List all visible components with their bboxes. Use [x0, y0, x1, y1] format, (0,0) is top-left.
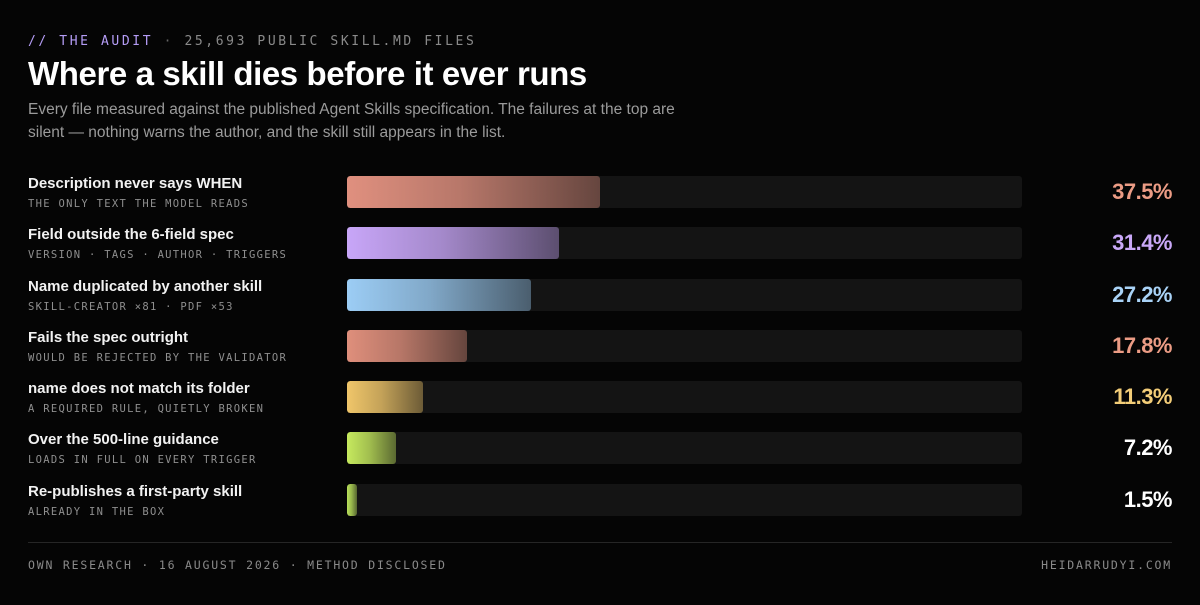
footer-divider: [28, 542, 1172, 543]
bar: [347, 381, 424, 414]
bar-category-label: name does not match its folder: [28, 380, 250, 398]
kicker-section: // THE AUDIT: [28, 34, 154, 49]
bar-sublabel: ALREADY IN THE BOX: [28, 505, 166, 518]
bar-track: [347, 176, 1022, 208]
footer-site: HEIDARRUDYI.COM: [1041, 558, 1172, 572]
bar-track: [347, 278, 1022, 311]
bar-track: [347, 483, 1022, 516]
bar-sublabel: THE ONLY TEXT THE MODEL READS: [28, 198, 250, 210]
bar-sublabel: WOULD BE REJECTED BY THE VALIDATOR: [28, 351, 288, 364]
bar-category-label: Name duplicated by another skill: [28, 277, 263, 295]
bar-value-label: 11.3%: [1113, 384, 1172, 410]
bar-sublabel: VERSION · TAGS · AUTHOR · TRIGGERS: [28, 249, 288, 262]
bar-row: Name duplicated by another skill SKILL-CR…: [28, 276, 1172, 327]
footer-credit: OWN RESEARCH · 16 AUGUST 2026 · METHOD D…: [28, 558, 447, 572]
bar-value-label: 31.4%: [1112, 230, 1172, 256]
bar: [347, 227, 559, 260]
bar-track: [347, 227, 1022, 260]
kicker-file-count: 25,693 PUBLIC SKILL.MD FILES: [184, 34, 477, 49]
bar: [347, 278, 531, 311]
bar: [347, 432, 396, 465]
bar-row: name does not match its folder A REQUIRED…: [28, 378, 1172, 429]
bar: [347, 176, 601, 208]
bar-value-label: 7.2%: [1123, 435, 1173, 461]
bar-sublabel: A REQUIRED RULE, QUIETLY BROKEN: [28, 403, 265, 416]
bar-row: Field outside the 6-field spec VERSION · …: [28, 224, 1172, 275]
bar-track: [347, 329, 1022, 362]
bar-row: Over the 500-line guidance LOADS IN FULL …: [28, 429, 1173, 480]
bar-value-label: 17.8%: [1112, 332, 1172, 358]
chart-title: Where a skill dies before it ever runs: [28, 55, 587, 92]
bar-sublabel: SKILL-CREATOR ×81 · PDF ×53: [28, 300, 234, 313]
bar-category-label: Description never says WHEN: [28, 175, 243, 192]
bar-chart: Description never says WHEN THE ONLY TEXT…: [28, 173, 1173, 532]
bar: [347, 483, 358, 516]
chart-subtitle: Every file measured against the publishe…: [28, 101, 675, 141]
bar: [347, 329, 468, 362]
kicker: // THE AUDIT · 25,693 PUBLIC SKILL.MD FI…: [28, 34, 476, 49]
bar-value-label: 27.2%: [1112, 281, 1172, 307]
bar-value-label: 1.5%: [1123, 486, 1173, 512]
bar-row: Description never says WHEN THE ONLY TEXT…: [28, 173, 1172, 224]
bar-row: Fails the spec outright WOULD BE REJECTED…: [28, 327, 1172, 378]
bar-sublabel: LOADS IN FULL ON EVERY TRIGGER: [28, 454, 257, 467]
bar-category-label: Field outside the 6-field spec: [28, 226, 234, 244]
bar-value-label: 37.5%: [1112, 179, 1172, 204]
bar-track: [347, 381, 1022, 414]
bar-category-label: Over the 500-line guidance: [28, 431, 219, 449]
bar-category-label: Fails the spec outright: [28, 328, 189, 346]
kicker-separator: ·: [163, 34, 174, 49]
bar-category-label: Re-publishes a first-party skill: [28, 482, 243, 500]
bar-row: Re-publishes a first-party skill ALREADY …: [28, 481, 1173, 532]
bar-track: [347, 432, 1022, 465]
